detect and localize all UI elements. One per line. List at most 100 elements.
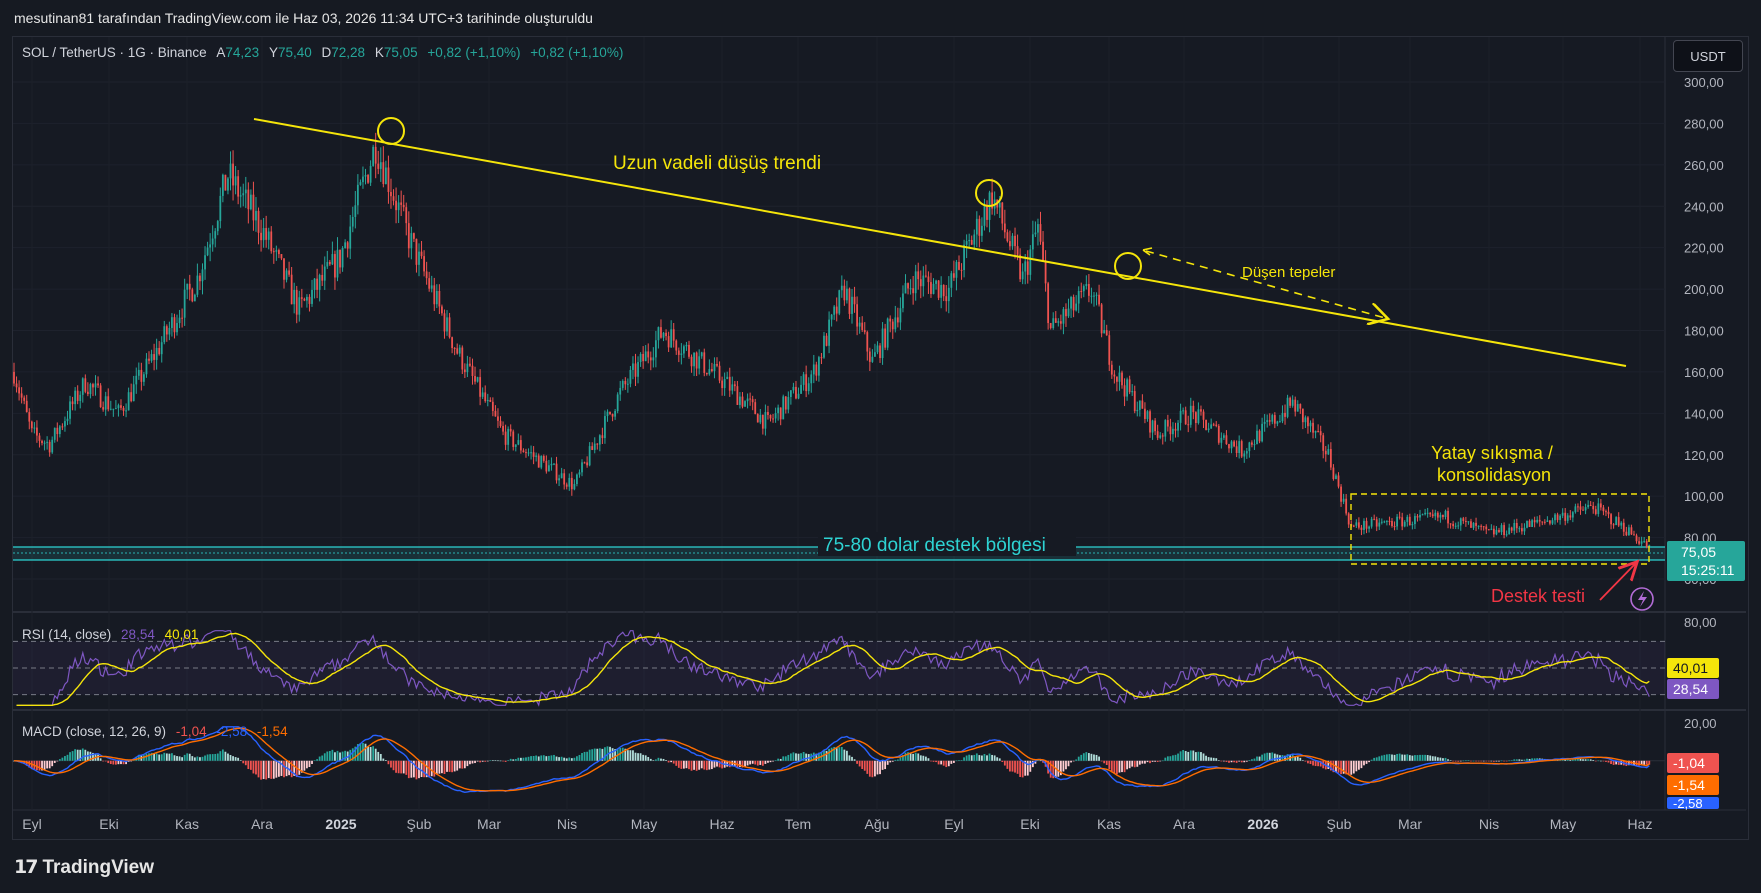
macd-hist-bar	[186, 753, 189, 761]
macd-hist-bar	[1230, 760, 1233, 763]
candle	[856, 296, 859, 336]
high-circle-3[interactable]	[1114, 252, 1142, 280]
candle	[1164, 419, 1167, 442]
macd-hist-bar	[43, 760, 46, 770]
support-test-annotation[interactable]: Destek testi	[1491, 586, 1585, 606]
macd-signal-badge[interactable]: -1,54	[1667, 775, 1719, 795]
macd-hist-bar	[1429, 755, 1432, 761]
candle	[1368, 525, 1370, 533]
macd-legend[interactable]: MACD (close, 12, 26, 9) -1,04 -2,58 -1,5…	[22, 724, 288, 739]
rsi-value-badge[interactable]: 28,54	[1667, 679, 1719, 699]
macd-hist-bar	[61, 757, 64, 761]
macd-hist-bar	[1146, 760, 1149, 763]
time-axis[interactable]: Eyl Eki Kas Ara 2025 Şub Mar Nis May Haz Tem Ağu Eyl…	[22, 816, 1652, 832]
macd-pane[interactable]: 20,00	[13, 716, 1717, 794]
rsi-line	[16, 630, 1650, 707]
high-circle-2[interactable]	[975, 179, 1003, 207]
tradingview-logo[interactable]: 𝟭𝟳 TradingView	[14, 856, 154, 879]
macd-hist-bar	[1016, 760, 1019, 774]
macd-hist-bar	[853, 759, 856, 761]
macd-hist-bar	[1408, 755, 1411, 761]
candle	[840, 275, 843, 298]
macd-hist-bar	[1243, 760, 1246, 763]
last-price-badge[interactable]: 75,05 15:25:11	[1667, 541, 1745, 581]
trend-annotation[interactable]: Uzun vadeli düşüş trendi	[613, 153, 821, 174]
macd-hist-bar	[713, 760, 716, 768]
price-axis[interactable]: 300,00 280,00 260,00 240,00 220,00 200,00 180,…	[1684, 75, 1724, 587]
support-zone-annotation[interactable]: 75-80 dolar destek bölgesi	[823, 535, 1046, 556]
rsi-ma-badge[interactable]: 40,01	[1667, 658, 1719, 678]
candle	[542, 454, 545, 463]
high-circle-1[interactable]	[377, 117, 405, 145]
macd-hist-badge[interactable]: -1,04	[1667, 753, 1719, 773]
macd-hist-bar	[1098, 756, 1100, 761]
macd-hist-bar	[155, 753, 158, 761]
macd-hist-bar	[1222, 760, 1225, 762]
macd-hist-bar	[219, 751, 222, 761]
macd-hist-bar	[474, 760, 476, 764]
support-test-arrow[interactable]	[1599, 563, 1636, 601]
macd-hist-bar	[1536, 758, 1539, 761]
macd-hist-bar	[993, 755, 996, 761]
candle	[991, 178, 994, 215]
macd-hist-bar	[825, 750, 828, 761]
downtrend-line[interactable]	[253, 118, 1627, 367]
macd-hist-bar	[840, 746, 843, 761]
macd-hist-bar	[930, 760, 932, 762]
candle	[43, 440, 46, 451]
macd-hist-bar	[1403, 754, 1406, 761]
candle	[1401, 512, 1404, 531]
candle	[573, 479, 576, 491]
macd-hist-bar	[252, 760, 255, 774]
lower-highs-arrow[interactable]	[1145, 250, 1385, 318]
macd-hist-bar	[262, 760, 265, 780]
candle	[471, 358, 474, 385]
candle	[1561, 508, 1564, 519]
lightning-icon[interactable]	[1630, 587, 1654, 611]
macd-label[interactable]: MACD (close, 12, 26, 9)	[22, 724, 167, 739]
candle	[1146, 410, 1149, 422]
macd-hist-bar	[614, 749, 617, 761]
candle	[810, 370, 813, 393]
candle	[209, 233, 212, 262]
macd-hist-bar	[293, 760, 296, 776]
lower-highs-arrow-tail	[1142, 247, 1153, 256]
candle	[410, 226, 413, 260]
consolidation-annotation-line1[interactable]: Yatay sıkışma /	[1431, 443, 1553, 463]
macd-hist-bar	[1273, 753, 1276, 761]
candle	[807, 377, 810, 395]
candle	[1177, 420, 1179, 438]
macd-hist-bar	[204, 755, 206, 761]
price-legend[interactable]: SOL / TetherUS · 1G · Binance A74,23 Y75…	[22, 45, 624, 60]
candle	[178, 309, 181, 329]
macd-hist-bar	[835, 748, 838, 761]
candle	[1457, 521, 1460, 530]
macd-hist-bar	[1009, 760, 1011, 772]
rsi-pane[interactable]: 80,00	[13, 615, 1717, 707]
macd-hist-bar	[570, 758, 573, 761]
consolidation-box[interactable]	[1350, 493, 1650, 565]
macd-line	[13, 726, 1650, 794]
currency-button[interactable]: USDT	[1673, 40, 1743, 72]
consolidation-annotation-line2[interactable]: konsolidasyon	[1437, 465, 1551, 485]
candle	[1492, 525, 1495, 538]
macd-hist-bar	[326, 751, 329, 761]
symbol-label[interactable]: SOL / TetherUS · 1G · Binance	[22, 45, 207, 60]
rsi-label[interactable]: RSI (14, close)	[22, 627, 112, 642]
rsi-ma-value: 40,01	[164, 627, 199, 642]
macd-hist-bar	[122, 760, 125, 765]
price-candles[interactable]	[13, 132, 1651, 549]
macd-hist-bar	[1085, 752, 1088, 761]
macd-hist-bar	[975, 753, 978, 761]
macd-hist-bar	[604, 747, 606, 761]
lower-highs-annotation[interactable]: Düşen tepeler	[1242, 264, 1335, 281]
candle	[708, 359, 711, 376]
macd-hist-bar	[1521, 759, 1523, 761]
macd-line-badge[interactable]: -2,58	[1667, 796, 1719, 811]
candle	[632, 356, 634, 380]
candle	[272, 248, 275, 264]
rsi-legend[interactable]: RSI (14, close) 28,54 40,01	[22, 627, 198, 642]
time-tick: Nis	[557, 816, 577, 832]
candle	[283, 258, 285, 289]
